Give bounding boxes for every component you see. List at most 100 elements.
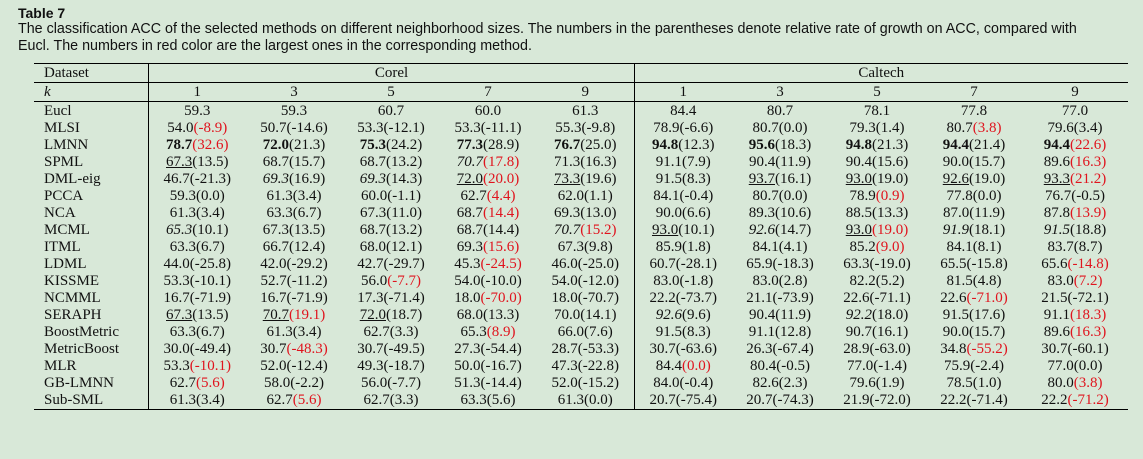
growth-rate: (-54.4)	[480, 341, 522, 357]
acc-value: 77.0	[1061, 103, 1089, 119]
acc-value: 90.4	[845, 154, 872, 170]
method-name: KISSME	[34, 273, 149, 290]
growth-rate: (-8.9)	[193, 120, 228, 136]
acc-value: 94.4	[942, 137, 969, 153]
acc-value: 17.3	[357, 290, 384, 306]
acc-cell: 68.7(15.7)	[246, 154, 343, 171]
acc-value: 52.0	[551, 375, 578, 391]
acc-value: 79.6	[1047, 120, 1074, 136]
method-name: GB-LMNN	[34, 375, 149, 392]
growth-rate: (0.0)	[682, 358, 711, 374]
acc-cell: 83.0(-1.8)	[635, 273, 732, 290]
acc-cell: 65.3(8.9)	[440, 324, 537, 341]
growth-rate: (-14.8)	[1067, 256, 1109, 272]
acc-cell: 78.9(-6.6)	[635, 120, 732, 137]
k-value: 7	[925, 82, 1023, 102]
growth-rate: (-53.3)	[577, 341, 619, 357]
acc-cell: 63.3(-19.0)	[829, 256, 926, 273]
acc-value: 62.7	[169, 375, 196, 391]
acc-value: 66.7	[262, 239, 289, 255]
acc-cell: 49.3(-18.7)	[343, 358, 440, 375]
acc-cell: 50.0(-16.7)	[440, 358, 537, 375]
acc-cell: 18.0(-70.7)	[536, 290, 635, 307]
growth-rate: (10.6)	[775, 205, 812, 221]
growth-rate: (15.6)	[872, 154, 909, 170]
acc-cell: 55.3(-9.8)	[536, 120, 635, 137]
acc-value: 54.0	[167, 120, 194, 136]
growth-rate: (-11.2)	[286, 273, 328, 289]
acc-value: 42.7	[357, 256, 384, 272]
acc-value: 18.0	[551, 290, 578, 306]
growth-rate: (9.0)	[875, 239, 905, 255]
acc-value: 85.9	[655, 239, 682, 255]
acc-cell: 77.0(0.0)	[1023, 358, 1128, 375]
acc-cell: 52.0(-15.2)	[536, 375, 635, 392]
acc-value: 68.0	[359, 239, 386, 255]
k-value: 5	[342, 82, 440, 102]
acc-cell: 92.6(9.6)	[635, 307, 732, 324]
acc-cell: 82.6(2.3)	[732, 375, 829, 392]
acc-cell: 72.0(18.7)	[343, 307, 440, 324]
growth-rate: (19.0)	[872, 222, 909, 238]
acc-cell: 70.7(17.8)	[440, 154, 537, 171]
growth-rate: (15.7)	[969, 324, 1006, 340]
acc-cell: 66.7(12.4)	[246, 239, 343, 256]
acc-cell: 94.4(22.6)	[1023, 137, 1128, 154]
acc-cell: 30.0(-49.4)	[149, 341, 246, 358]
acc-cell: 90.0(15.7)	[926, 154, 1023, 171]
growth-rate: (13.3)	[872, 205, 909, 221]
acc-value: 84.1	[752, 239, 779, 255]
acc-cell: 93.0(19.0)	[829, 222, 926, 239]
acc-value: 63.3	[460, 392, 487, 408]
acc-cell: 20.7(-74.3)	[731, 392, 829, 410]
growth-rate: (-63.0)	[869, 341, 911, 357]
acc-value: 59.3	[169, 188, 196, 204]
acc-value: 77.0	[1047, 358, 1074, 374]
acc-cell: 61.3(3.4)	[149, 205, 246, 222]
acc-cell: 93.7(16.1)	[732, 171, 829, 188]
growth-rate: (8.9)	[486, 324, 516, 340]
acc-cell: 70.7(15.2)	[536, 222, 635, 239]
acc-value: 30.0	[163, 341, 190, 357]
acc-value: 83.0	[752, 273, 779, 289]
acc-cell: 80.7(0.0)	[732, 188, 829, 205]
acc-cell: 63.3(6.7)	[246, 205, 343, 222]
acc-cell: 90.4(11.9)	[732, 307, 829, 324]
acc-cell: 67.3(13.5)	[149, 307, 246, 324]
growth-rate: (18.3)	[1070, 307, 1107, 323]
acc-cell: 89.6(16.3)	[1023, 154, 1128, 171]
growth-rate: (13.5)	[289, 222, 326, 238]
acc-value: 65.9	[746, 256, 773, 272]
growth-rate: (-70.0)	[480, 290, 522, 306]
acc-value: 28.7	[551, 341, 578, 357]
method-name: BoostMetric	[34, 324, 149, 341]
acc-cell: 54.0(-8.9)	[149, 120, 246, 137]
growth-rate: (-0.5)	[1071, 188, 1105, 204]
acc-cell: 62.0(1.1)	[536, 188, 635, 205]
acc-value: 46.0	[551, 256, 578, 272]
acc-cell: 44.0(-25.8)	[149, 256, 246, 273]
acc-cell: 68.7(14.4)	[440, 205, 537, 222]
acc-value: 78.9	[653, 120, 680, 136]
growth-rate: (7.6)	[584, 324, 613, 340]
acc-cell: 68.7(13.2)	[343, 154, 440, 171]
acc-value: 67.3	[166, 307, 193, 323]
acc-value: 34.8	[940, 341, 967, 357]
growth-rate: (-71.0)	[966, 290, 1008, 306]
acc-cell: 84.1(-0.4)	[635, 188, 732, 205]
growth-rate: (21.2)	[1070, 171, 1107, 187]
acc-value: 69.3	[456, 239, 483, 255]
growth-rate: (3.3)	[389, 324, 419, 340]
growth-rate: (-0.4)	[679, 188, 714, 204]
acc-cell: 59.3	[149, 102, 246, 121]
growth-rate: (-25.0)	[577, 256, 619, 272]
acc-value: 22.2	[649, 290, 676, 306]
acc-value: 68.7	[456, 205, 483, 221]
growth-rate: (-71.9)	[286, 290, 328, 306]
acc-value: 62.7	[460, 188, 487, 204]
acc-value: 55.3	[555, 120, 582, 136]
growth-rate: (17.6)	[969, 307, 1006, 323]
growth-rate: (18.3)	[775, 137, 812, 153]
growth-rate: (17.8)	[483, 154, 520, 170]
caption-line-1: The classification ACC of the selected m…	[18, 21, 1077, 37]
